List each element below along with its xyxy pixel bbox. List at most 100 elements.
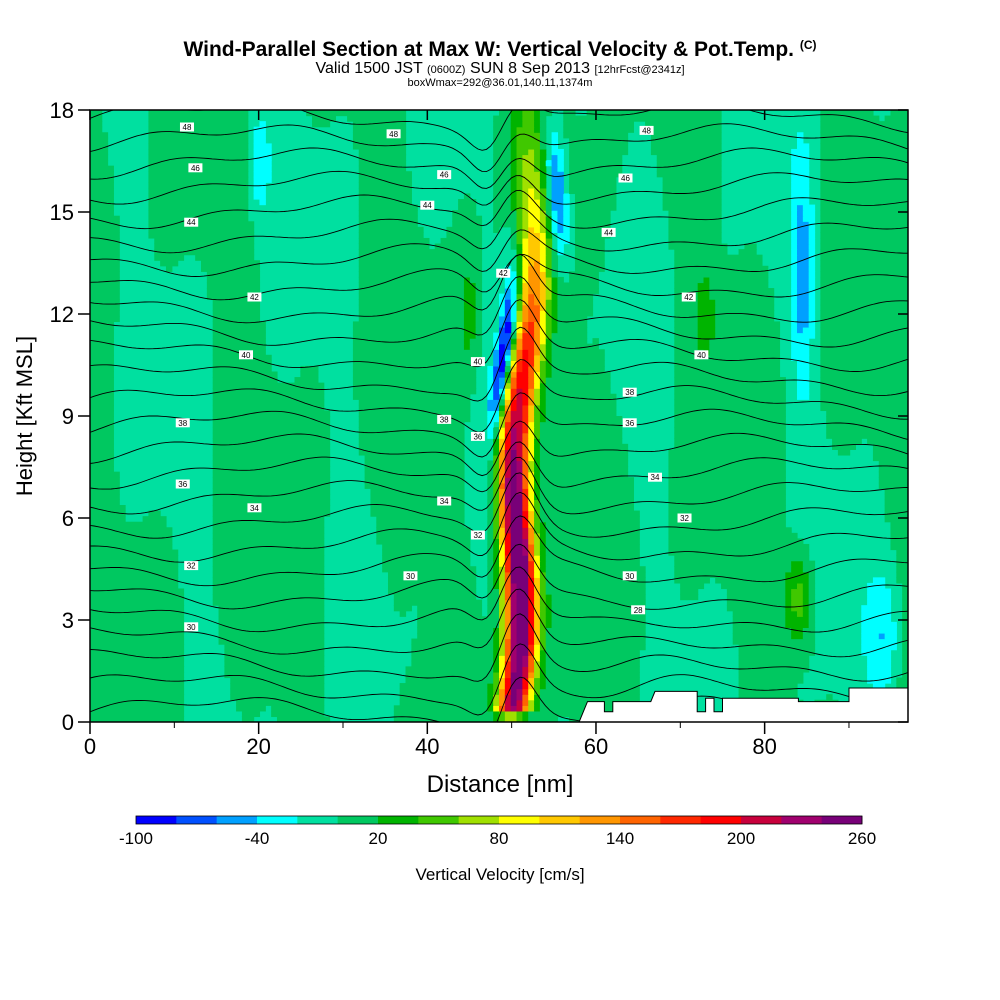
velocity-cell <box>534 299 541 306</box>
velocity-cell <box>808 582 816 590</box>
velocity-cell <box>522 160 535 167</box>
velocity-cell <box>557 288 599 295</box>
velocity-cell <box>791 154 810 161</box>
velocity-cell <box>510 432 518 439</box>
velocity-cell <box>738 660 810 667</box>
velocity-cell <box>522 215 529 222</box>
velocity-cell <box>574 232 611 239</box>
velocity-cell <box>493 371 506 378</box>
velocity-cell <box>896 683 908 690</box>
velocity-cell <box>534 332 541 339</box>
velocity-cell <box>539 315 547 323</box>
velocity-cell <box>493 466 500 473</box>
velocity-cell <box>528 516 535 523</box>
theta-label-text: 46 <box>621 174 630 183</box>
velocity-cell <box>861 616 892 623</box>
velocity-cell <box>218 621 325 629</box>
velocity-cell <box>732 627 792 634</box>
velocity-cell <box>90 160 109 167</box>
velocity-cell <box>160 260 179 267</box>
velocity-cell <box>90 688 185 695</box>
velocity-cell <box>522 171 541 178</box>
velocity-cell <box>522 354 529 361</box>
velocity-cell <box>528 460 535 467</box>
theta-contour-line <box>90 147 908 189</box>
velocity-cell <box>510 110 523 117</box>
velocity-cell <box>504 477 512 484</box>
velocity-cell <box>510 505 523 512</box>
velocity-cell <box>393 710 494 718</box>
velocity-cell <box>487 527 494 534</box>
velocity-cell <box>539 454 629 462</box>
velocity-cell <box>738 655 810 662</box>
velocity-cell <box>534 454 541 462</box>
velocity-cell <box>522 399 529 406</box>
velocity-cell <box>493 148 512 156</box>
velocity-cell <box>504 271 518 278</box>
velocity-cell <box>364 471 465 478</box>
velocity-cell <box>358 232 424 239</box>
velocity-cell <box>539 365 547 373</box>
velocity-cell <box>370 505 465 512</box>
velocity-cell <box>516 454 523 462</box>
velocity-cell <box>475 321 483 328</box>
velocity-cell <box>463 288 477 295</box>
velocity-cell <box>90 460 114 467</box>
theta-label-text: 38 <box>178 419 187 428</box>
velocity-cell <box>90 493 120 501</box>
velocity-cell <box>545 365 553 373</box>
velocity-cell <box>358 416 471 423</box>
velocity-cell <box>539 254 547 261</box>
velocity-cell <box>510 137 518 144</box>
velocity-cell <box>668 482 786 489</box>
theta-contour-line <box>90 472 908 539</box>
velocity-cell <box>516 710 523 718</box>
velocity-cell <box>504 571 512 578</box>
velocity-cell <box>516 632 529 640</box>
velocity-cell <box>674 276 705 284</box>
velocity-cell <box>358 171 412 178</box>
colorbar-tick-label: -40 <box>245 829 270 848</box>
velocity-cell <box>528 221 541 228</box>
velocity-cell <box>358 265 483 272</box>
velocity-cell <box>528 210 541 217</box>
velocity-cell <box>493 393 500 400</box>
velocity-cell <box>90 432 114 439</box>
velocity-cell <box>674 438 786 445</box>
velocity-cell <box>487 594 500 601</box>
velocity-cell <box>820 404 908 412</box>
velocity-cell <box>475 310 483 317</box>
velocity-cell <box>674 265 769 272</box>
velocity-cell <box>528 666 535 673</box>
velocity-cell <box>539 538 547 545</box>
velocity-cell <box>534 499 541 506</box>
theta-contour-line <box>90 110 908 151</box>
velocity-cell <box>475 332 483 339</box>
theta-contour-line <box>90 254 908 301</box>
velocity-cell <box>212 360 272 367</box>
velocity-cell <box>539 265 547 272</box>
velocity-cell <box>236 705 266 712</box>
velocity-cell <box>499 510 506 517</box>
velocity-cell <box>493 644 500 651</box>
velocity-cell <box>493 176 512 183</box>
velocity-cell <box>493 187 512 195</box>
velocity-cell <box>504 482 512 489</box>
velocity-cell <box>785 616 810 623</box>
velocity-cell <box>352 326 465 334</box>
velocity-cell <box>493 154 512 161</box>
velocity-cell <box>539 527 547 534</box>
velocity-cell <box>545 326 553 334</box>
velocity-cell <box>458 199 477 206</box>
velocity-cell <box>504 627 512 634</box>
velocity-cell <box>493 354 500 361</box>
velocity-cell <box>504 577 512 584</box>
theta-label: 32 <box>677 513 692 523</box>
velocity-cell <box>539 505 634 512</box>
velocity-cell <box>516 126 535 133</box>
velocity-cell <box>820 288 908 295</box>
velocity-cell <box>522 349 529 356</box>
velocity-cell <box>826 432 908 439</box>
velocity-cell <box>90 310 120 317</box>
